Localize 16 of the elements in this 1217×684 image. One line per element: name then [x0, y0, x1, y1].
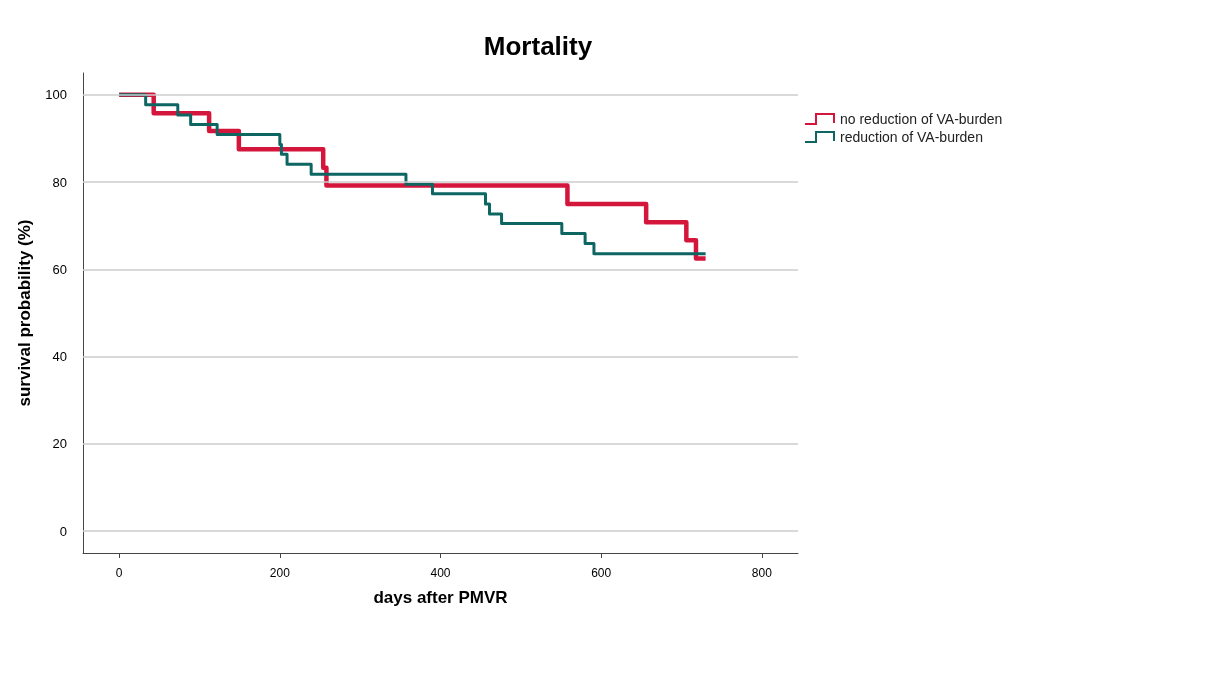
y-tick-label: 40: [52, 349, 67, 365]
y-tick-label: 60: [52, 261, 67, 277]
x-tick-label: 800: [751, 566, 773, 580]
x-axis-title: days after PMVR: [373, 588, 508, 607]
chart-title: Mortality: [483, 31, 593, 61]
y-tick-label: 100: [45, 87, 67, 103]
legend-label: no reduction of VA-burden: [840, 111, 1003, 127]
legend-label: reduction of VA-burden: [840, 129, 983, 145]
y-tick-label: 80: [52, 174, 67, 190]
x-tick-label: 400: [430, 566, 451, 580]
x-tick-label: 0: [115, 566, 123, 580]
x-tick-label: 200: [269, 566, 291, 580]
y-tick-label: 20: [52, 436, 67, 452]
y-axis-title: survival probability (%): [15, 219, 34, 407]
y-tick-label: 0: [59, 523, 67, 539]
x-tick-label: 600: [591, 566, 612, 580]
